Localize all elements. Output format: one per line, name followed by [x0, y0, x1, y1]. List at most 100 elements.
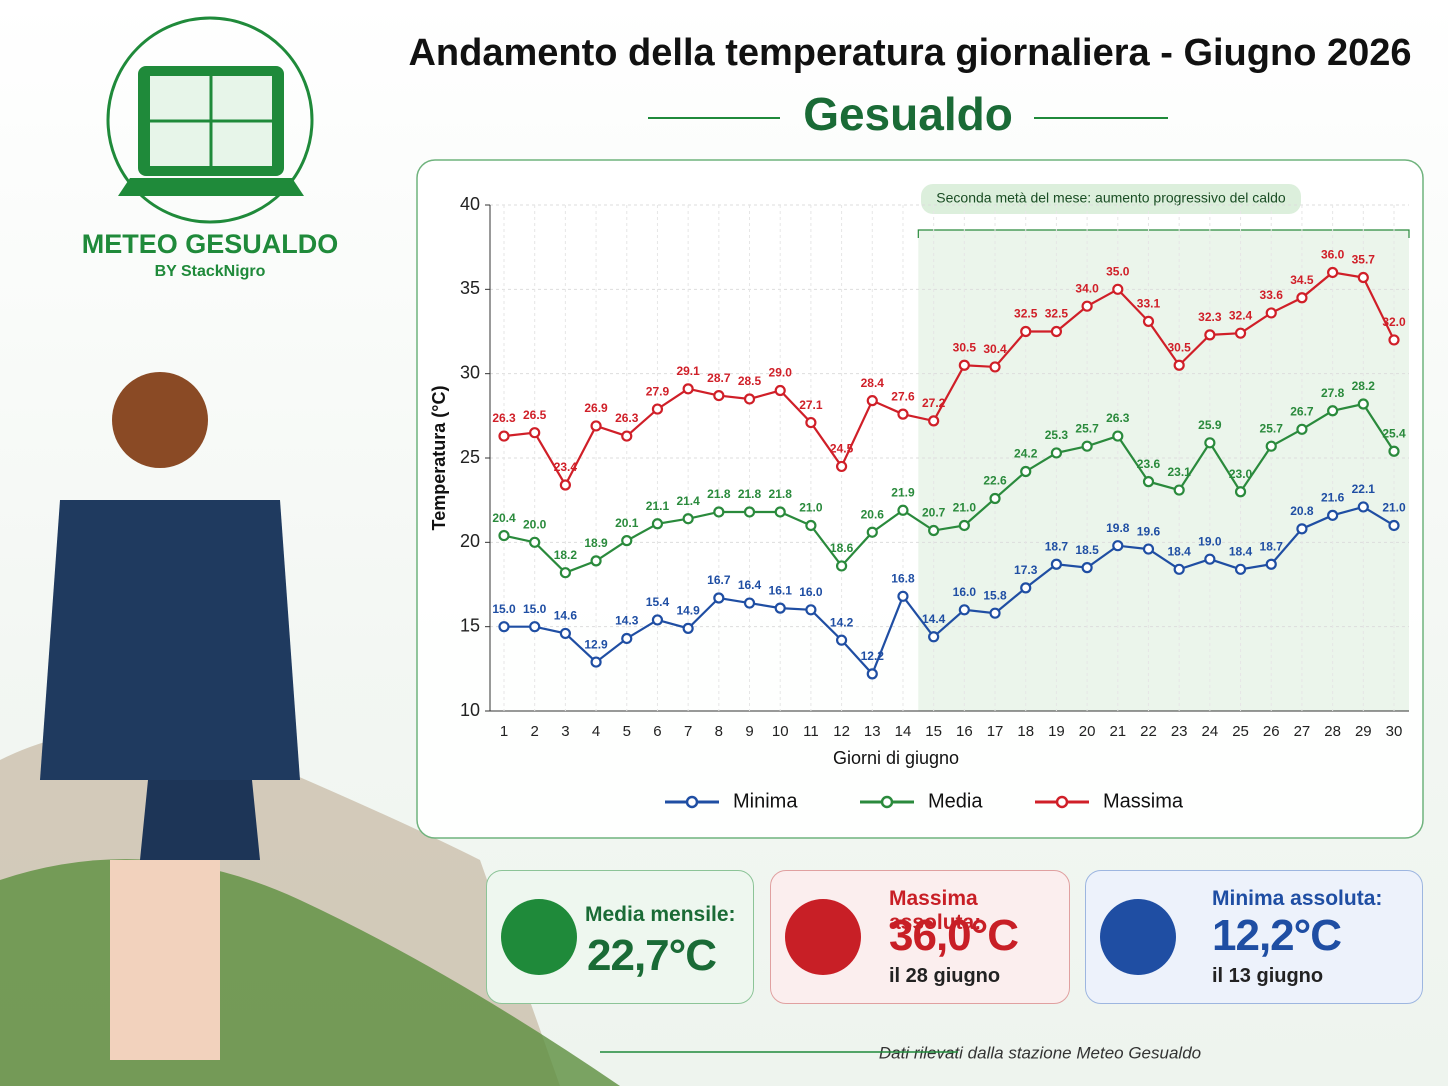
logo-ring — [106, 16, 314, 224]
point — [651, 518, 664, 530]
point — [529, 536, 541, 548]
data-label: 14.9 — [676, 604, 700, 618]
point — [743, 393, 756, 405]
point — [1357, 501, 1369, 513]
card-label: Media mensile: — [585, 903, 736, 926]
point — [1296, 523, 1308, 535]
data-label: 21.8 — [707, 487, 731, 501]
point — [774, 384, 786, 397]
data-label: 18.2 — [554, 548, 578, 562]
data-label: 27.8 — [1321, 386, 1345, 400]
point — [1173, 484, 1185, 496]
annotation-box — [921, 184, 1301, 214]
point — [897, 504, 909, 516]
legend-marker — [880, 795, 894, 809]
point — [1388, 334, 1400, 346]
x-tick-label: 3 — [561, 723, 569, 740]
data-label: 24.5 — [830, 442, 854, 456]
x-tick-label: 13 — [864, 723, 881, 740]
data-label: 18.7 — [1045, 539, 1069, 553]
data-label: 25.4 — [1382, 426, 1406, 440]
data-label: 36.0 — [1321, 248, 1345, 262]
data-label: 15.0 — [492, 602, 516, 616]
card: Media mensile: 22,7°C — [486, 870, 754, 1004]
point — [1112, 283, 1124, 295]
point — [713, 592, 725, 604]
point — [928, 524, 940, 537]
x-tick-label: 25 — [1232, 723, 1249, 740]
x-tick-label: 12 — [833, 723, 850, 740]
legend-label: Massima — [1103, 790, 1184, 812]
data-label: 15.0 — [523, 602, 547, 616]
y-tick-label: 10 — [460, 700, 480, 720]
point — [774, 602, 786, 614]
data-label: 19.6 — [1137, 524, 1161, 538]
point — [958, 604, 970, 616]
data-label: 28.7 — [707, 371, 731, 385]
point — [1112, 540, 1124, 552]
data-label: 32.3 — [1198, 310, 1222, 324]
x-tick-label: 22 — [1140, 723, 1157, 740]
x-tick-label: 5 — [623, 723, 631, 740]
data-label: 14.4 — [922, 612, 946, 626]
data-label: 21.9 — [891, 485, 915, 499]
point — [1142, 315, 1155, 327]
data-label: 23.6 — [1137, 457, 1161, 471]
data-label: 20.7 — [922, 506, 946, 520]
point — [651, 403, 664, 415]
chart-title: Andamento della temperatura giornaliera … — [408, 32, 1411, 74]
highlight-region — [918, 230, 1409, 711]
data-label: 21.0 — [953, 501, 977, 515]
data-label: 18.9 — [584, 536, 608, 550]
card: Massima assoluta: 36,0°C il 28 giugno — [770, 870, 1070, 1004]
x-tick-label: 2 — [531, 723, 539, 740]
point — [559, 627, 571, 640]
data-label: 21.1 — [646, 499, 670, 513]
point — [590, 656, 602, 668]
data-label: 29.1 — [676, 364, 700, 378]
point — [651, 614, 664, 626]
point — [621, 430, 633, 442]
point — [1296, 423, 1308, 435]
logo-name: METEO GESUALDO — [82, 229, 339, 259]
data-label: 17.3 — [1014, 563, 1038, 577]
data-label: 12.9 — [584, 637, 608, 651]
point — [866, 668, 878, 680]
chart-subtitle: Gesualdo — [803, 88, 1013, 140]
legend-marker — [1055, 795, 1069, 809]
data-label: 33.1 — [1137, 297, 1161, 311]
data-label: 16.7 — [707, 573, 731, 587]
card-label: Massima assoluta: — [889, 887, 982, 934]
point — [774, 506, 786, 518]
x-tick-label: 1 — [500, 723, 508, 740]
data-label: 28.2 — [1352, 379, 1376, 393]
point — [1234, 486, 1247, 498]
y-tick-label: 20 — [460, 531, 480, 551]
data-label: 33.6 — [1260, 288, 1284, 302]
data-label: 27.2 — [922, 396, 946, 410]
data-label: 16.0 — [799, 585, 823, 599]
point — [1204, 553, 1216, 565]
point — [989, 607, 1001, 619]
y-tick-label: 30 — [460, 362, 480, 382]
x-tick-label: 9 — [745, 723, 753, 740]
x-tick-label: 6 — [653, 723, 661, 740]
series-line — [503, 271, 1395, 488]
data-label: 20.0 — [523, 518, 547, 532]
x-tick-label: 18 — [1017, 723, 1034, 740]
point — [743, 597, 756, 609]
data-label: 21.0 — [799, 501, 823, 515]
data-label: 30.4 — [983, 342, 1007, 356]
card-label: Minima assoluta: — [1212, 887, 1383, 910]
data-label: 21.0 — [1382, 501, 1406, 515]
point — [1357, 398, 1369, 410]
data-label: 16.0 — [953, 585, 977, 599]
data-label: 20.8 — [1290, 504, 1314, 518]
point — [682, 383, 694, 395]
data-label: 14.6 — [554, 609, 578, 623]
point — [529, 427, 541, 439]
logo-byline: BY StackNigro — [155, 263, 266, 280]
point — [590, 555, 602, 567]
point — [989, 492, 1001, 505]
